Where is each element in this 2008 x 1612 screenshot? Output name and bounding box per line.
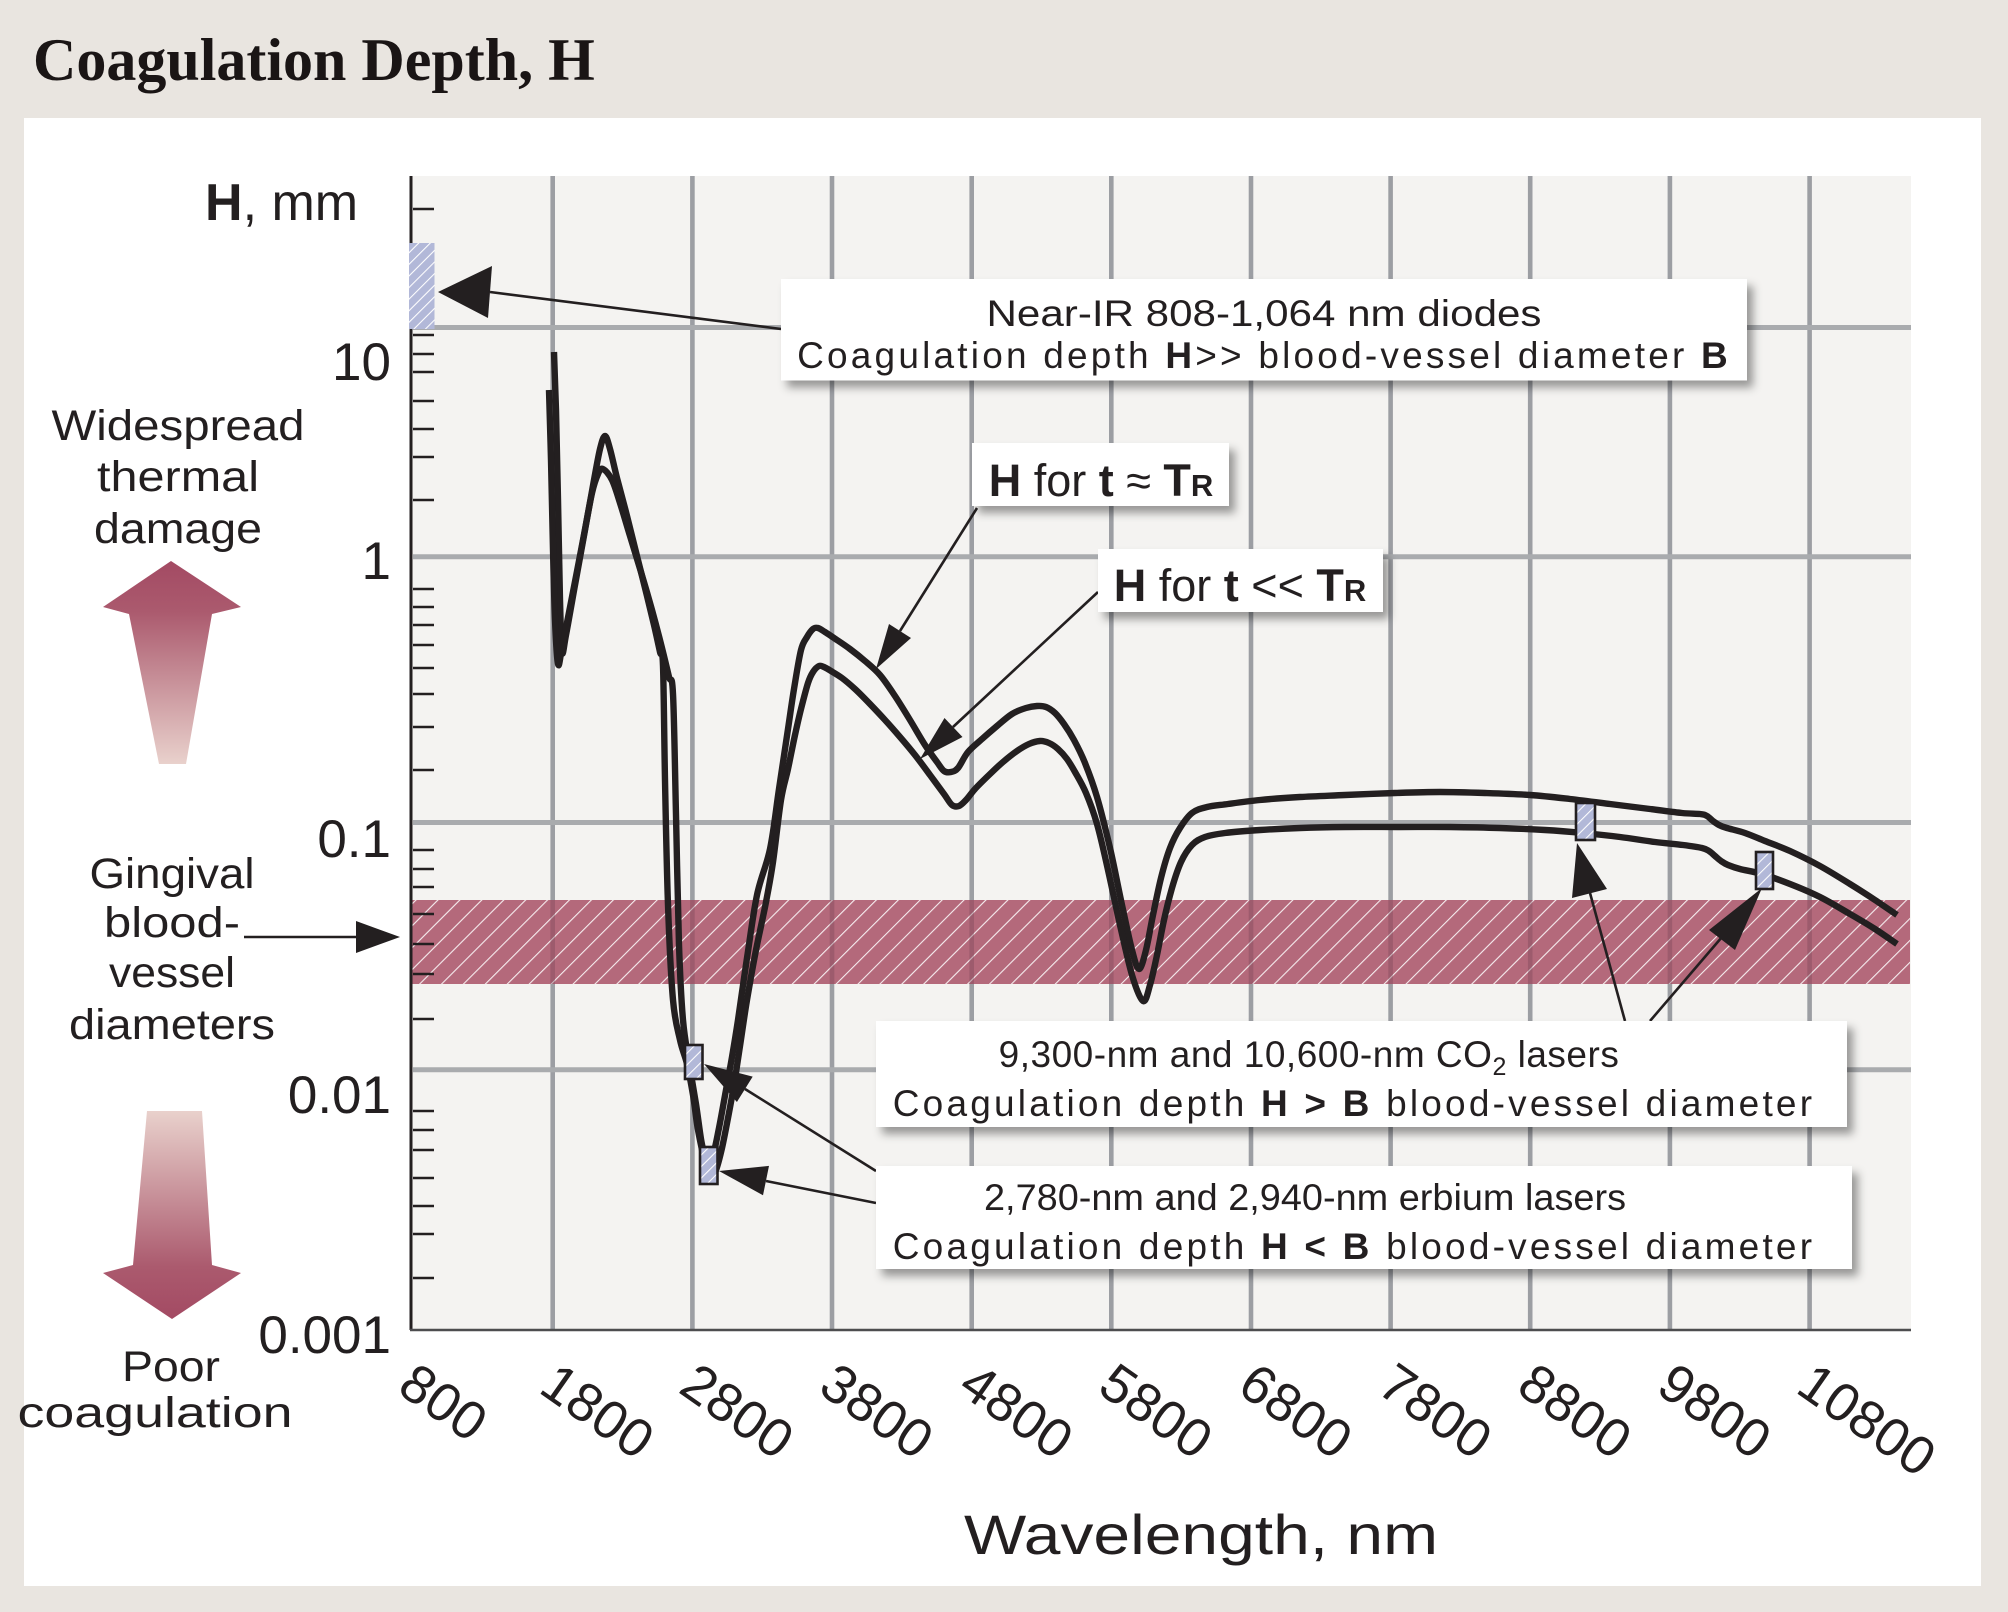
svg-text:Wavelength, nm: Wavelength, nm [964, 1503, 1438, 1566]
svg-text:0.01: 0.01 [288, 1066, 391, 1125]
svg-text:damage: damage [94, 505, 262, 553]
svg-text:1: 1 [362, 532, 391, 591]
svg-text:Gingival: Gingival [90, 850, 255, 898]
svg-text:H for t << TR: H for t << TR [1114, 560, 1367, 611]
svg-text:10: 10 [332, 333, 391, 392]
svg-text:Coagulation Depth, H: Coagulation Depth, H [33, 27, 595, 93]
svg-text:thermal: thermal [97, 453, 259, 501]
svg-text:coagulation: coagulation [18, 1389, 293, 1437]
svg-text:Coagulation depth H < B blood-: Coagulation depth H < B blood-vessel dia… [893, 1226, 1815, 1267]
svg-text:Near-IR 808-1,064 nm diodes: Near-IR 808-1,064 nm diodes [987, 293, 1542, 334]
svg-text:Coagulation depth H > B blood-: Coagulation depth H > B blood-vessel dia… [893, 1083, 1815, 1124]
svg-text:Coagulation depth H>> blood-ve: Coagulation depth H>> blood-vessel diame… [797, 335, 1731, 376]
svg-text:Poor: Poor [122, 1343, 220, 1391]
svg-text:H, mm: H, mm [205, 174, 358, 232]
svg-text:0.1: 0.1 [317, 810, 391, 869]
svg-text:H for t ≈ TR: H for t ≈ TR [989, 455, 1214, 506]
svg-text:diameters: diameters [69, 1001, 275, 1049]
svg-text:vessel: vessel [109, 949, 235, 997]
svg-text:Widespread: Widespread [52, 402, 305, 450]
svg-text:9,300-nm and 10,600-nm CO2 las: 9,300-nm and 10,600-nm CO2 lasers [999, 1034, 1620, 1081]
svg-text:0.001: 0.001 [258, 1306, 391, 1365]
svg-text:blood-: blood- [104, 899, 240, 947]
svg-text:2,780-nm and 2,940-nm erbium l: 2,780-nm and 2,940-nm erbium lasers [984, 1177, 1626, 1218]
